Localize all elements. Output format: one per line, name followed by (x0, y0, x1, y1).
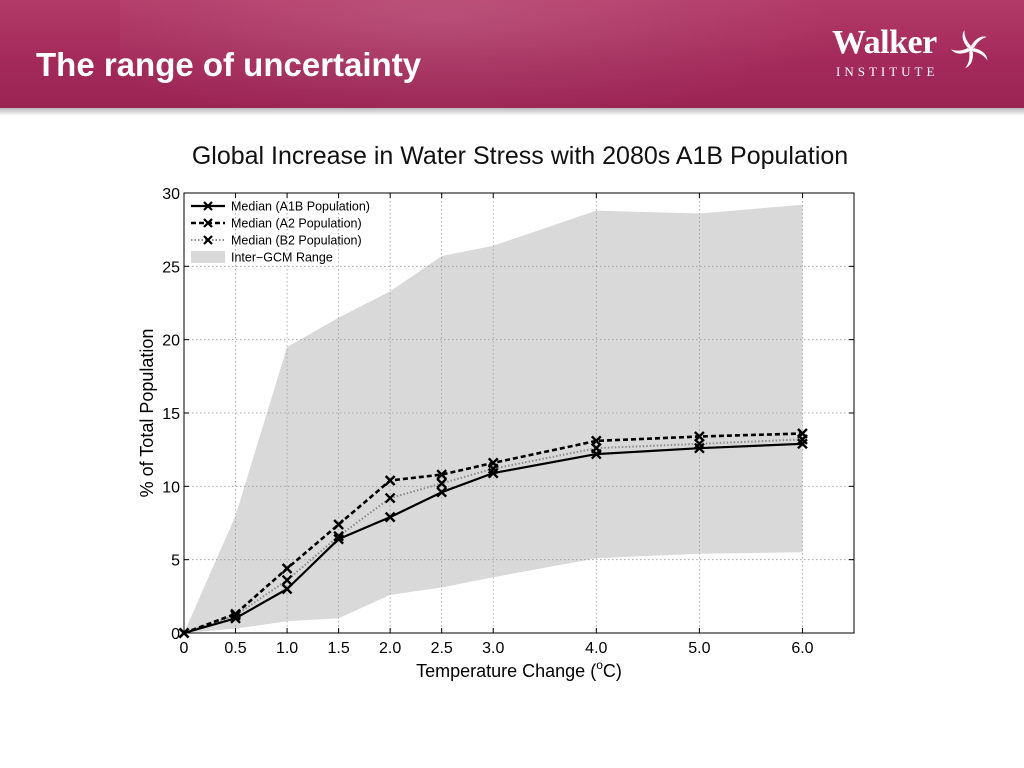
series-point (590, 435, 602, 447)
logo-wordmark: Walker (832, 24, 937, 61)
x-tick-label: 1.5 (327, 640, 349, 657)
x-axis-label: Temperature Change (oC) (416, 658, 622, 681)
series-point (694, 442, 705, 454)
legend-label: Median (B2 Population) (231, 234, 362, 248)
series-point (797, 438, 808, 450)
y-tick-label: 0 (171, 626, 180, 643)
legend-marker-sample (203, 201, 213, 211)
series-point (590, 448, 602, 460)
legend-label: Median (A2 Population) (231, 217, 362, 231)
x-axis-label-degree: o (596, 658, 603, 672)
banner-shadow (0, 108, 1024, 116)
y-tick-label: 5 (171, 553, 180, 570)
series-point (436, 469, 448, 480)
axis-ticks: 0 0.5 1.0 1.5 2.0 2.5 3.0 4.0 5.0 6.0 0 5 10 15 20 25 30 (162, 186, 854, 657)
x-tick-label: 6.0 (791, 640, 813, 657)
y-tick-label: 15 (162, 406, 180, 423)
series-dashed (178, 428, 808, 639)
series-point (384, 475, 396, 486)
series-point (384, 511, 396, 523)
series-line (183, 432, 803, 635)
series-point (333, 519, 344, 530)
x-tick-label: 2.5 (431, 640, 453, 657)
series-line (183, 442, 803, 635)
series-point (333, 533, 344, 545)
x-tick-label: 2.0 (379, 640, 401, 657)
title-banner: The range of uncertainty Walker INSTITUT… (0, 0, 1024, 108)
y-tick-label: 25 (162, 259, 180, 276)
legend-marker-sample (203, 218, 213, 228)
logo-subtitle: INSTITUTE (836, 64, 939, 79)
series-point (333, 530, 344, 542)
series-point (178, 627, 190, 639)
legend-label: Median (A1B Population) (231, 200, 370, 214)
series-point (487, 467, 499, 479)
x-tick-label: 5.0 (688, 640, 710, 657)
legend-marker-sample (203, 235, 213, 245)
series-point (281, 563, 293, 574)
x-tick-label: 3.0 (482, 640, 504, 657)
series-point (797, 428, 808, 439)
x-axis-label-unit: C) (603, 661, 622, 681)
series-lines (178, 428, 808, 639)
series-point (694, 431, 705, 442)
series-point (281, 583, 293, 595)
logo-swirl-icon (951, 30, 988, 69)
legend-range-swatch (191, 251, 225, 263)
chart-title: Global Increase in Water Stress with 208… (191, 142, 849, 170)
x-tick-label: 0 (180, 640, 189, 657)
series-solid (178, 438, 808, 639)
x-axis-label-text: Temperature Change ( (416, 661, 596, 681)
series-point (281, 574, 293, 586)
banner-texture (120, 0, 920, 108)
series-point (487, 457, 499, 469)
y-tick-label: 20 (162, 333, 180, 350)
y-tick-label: 10 (162, 479, 180, 496)
walker-institute-logo: Walker INSTITUTE (830, 22, 1000, 84)
series-point (384, 492, 396, 504)
legend: Median (A1B Population) Median (A2 Popula… (191, 200, 370, 265)
legend-label: Inter−GCM Range (231, 251, 333, 265)
y-axis-label: % of Total Population (137, 329, 157, 498)
series-point (436, 478, 448, 489)
x-tick-label: 4.0 (585, 640, 607, 657)
y-tick-label: 30 (162, 186, 180, 203)
x-tick-label: 1.0 (276, 640, 298, 657)
series-point (436, 486, 448, 498)
x-tick-label: 0.5 (224, 640, 246, 657)
series-point (230, 608, 241, 620)
slide-title: The range of uncertainty (36, 46, 422, 83)
